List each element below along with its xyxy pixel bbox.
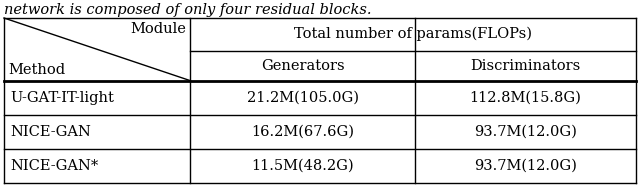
Text: NICE-GAN*: NICE-GAN* (10, 159, 99, 173)
Text: U-GAT-IT-light: U-GAT-IT-light (10, 91, 114, 105)
Text: Method: Method (8, 63, 65, 77)
Text: 16.2M(67.6G): 16.2M(67.6G) (251, 125, 354, 139)
Text: network is composed of only four residual blocks.: network is composed of only four residua… (4, 3, 371, 17)
Text: Total number of params(FLOPs): Total number of params(FLOPs) (294, 27, 532, 41)
Text: Generators: Generators (261, 59, 344, 73)
Text: Discriminators: Discriminators (470, 59, 580, 73)
Text: NICE-GAN: NICE-GAN (10, 125, 91, 139)
Text: 11.5M(48.2G): 11.5M(48.2G) (252, 159, 354, 173)
Text: 93.7M(12.0G): 93.7M(12.0G) (474, 125, 577, 139)
Text: 93.7M(12.0G): 93.7M(12.0G) (474, 159, 577, 173)
Text: Module: Module (131, 22, 186, 36)
Text: 112.8M(15.8G): 112.8M(15.8G) (470, 91, 581, 105)
Text: 21.2M(105.0G): 21.2M(105.0G) (246, 91, 358, 105)
